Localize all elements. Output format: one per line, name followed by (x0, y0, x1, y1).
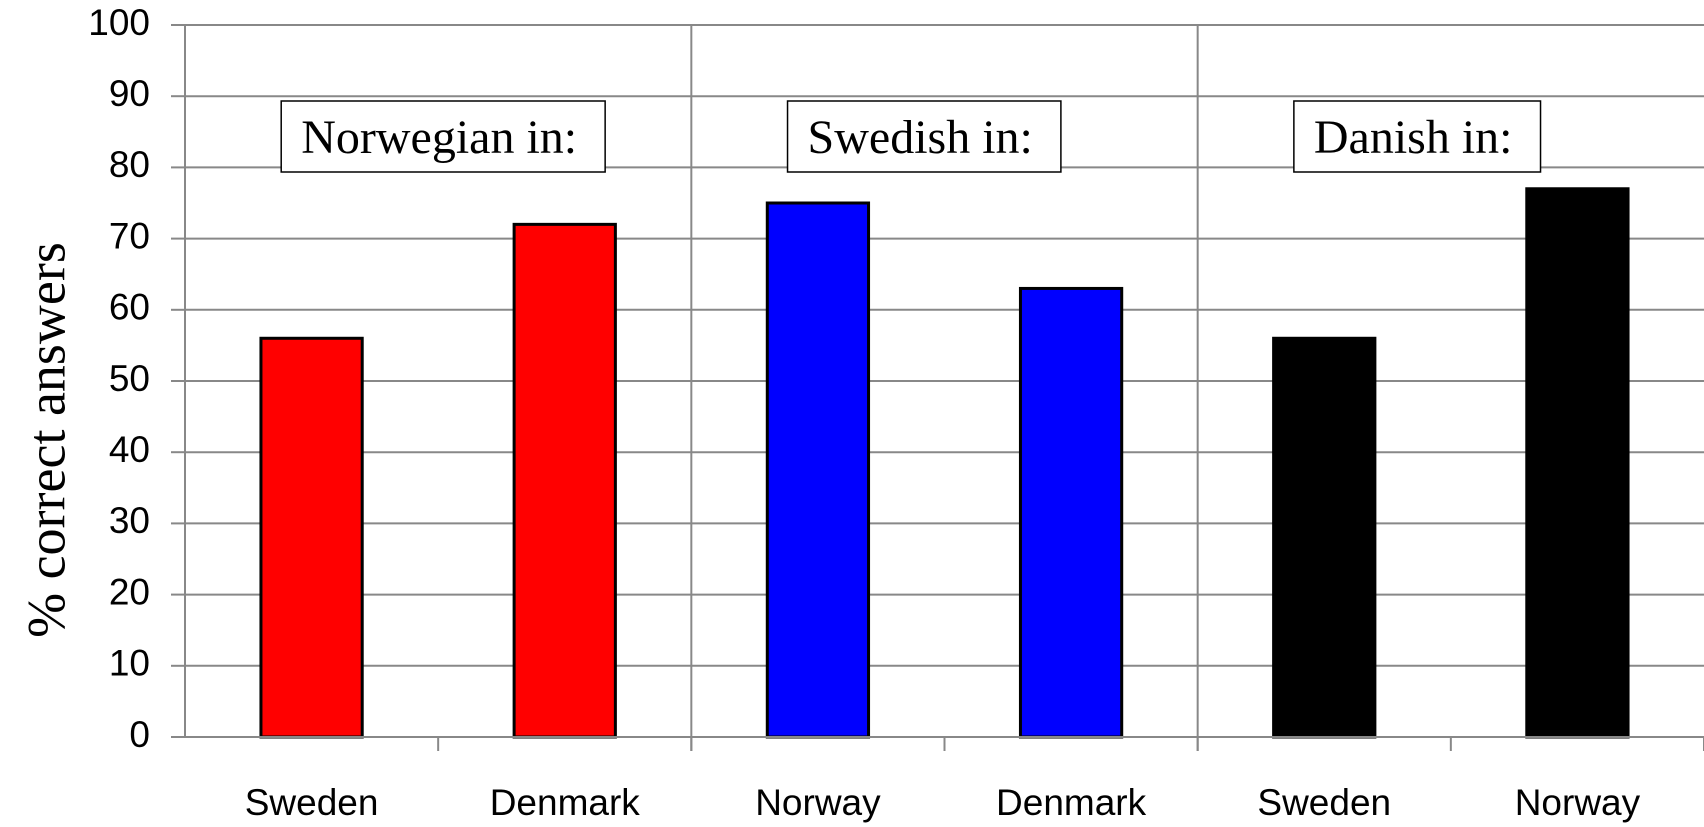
y-tick-label: 10 (109, 643, 150, 684)
x-tick-label: Norway (1515, 782, 1641, 823)
y-axis-label: % correct answers (16, 242, 76, 638)
group-label-box (280, 100, 606, 173)
group-label: Swedish in: (808, 111, 1033, 164)
group-label: Norwegian in: (301, 111, 577, 164)
bar (1525, 187, 1630, 739)
y-tick-label: 40 (109, 429, 150, 470)
y-tick-label: 30 (109, 500, 150, 541)
group-label: Danish in: (1314, 111, 1513, 164)
y-tick-label: 80 (109, 144, 150, 185)
x-tick-label: Denmark (490, 782, 641, 823)
y-tick-label: 60 (109, 287, 150, 328)
y-tick-label: 70 (109, 215, 150, 256)
group-label-box (786, 100, 1062, 173)
y-tick-label: 50 (109, 358, 150, 399)
y-tick-label: 20 (109, 571, 150, 612)
x-tick-label: Denmark (996, 782, 1147, 823)
bar (765, 201, 871, 739)
bar (259, 336, 364, 739)
x-tick-label: Sweden (245, 782, 379, 823)
x-tick-label: Sweden (1257, 782, 1391, 823)
y-tick-label: 0 (129, 714, 150, 755)
bar (1272, 336, 1377, 739)
bar (512, 222, 617, 739)
y-tick-label: 90 (109, 73, 150, 114)
bar (1018, 286, 1124, 739)
x-tick-label: Norway (755, 782, 881, 823)
group-label-box (1293, 100, 1542, 173)
y-tick-label: 100 (88, 2, 150, 43)
